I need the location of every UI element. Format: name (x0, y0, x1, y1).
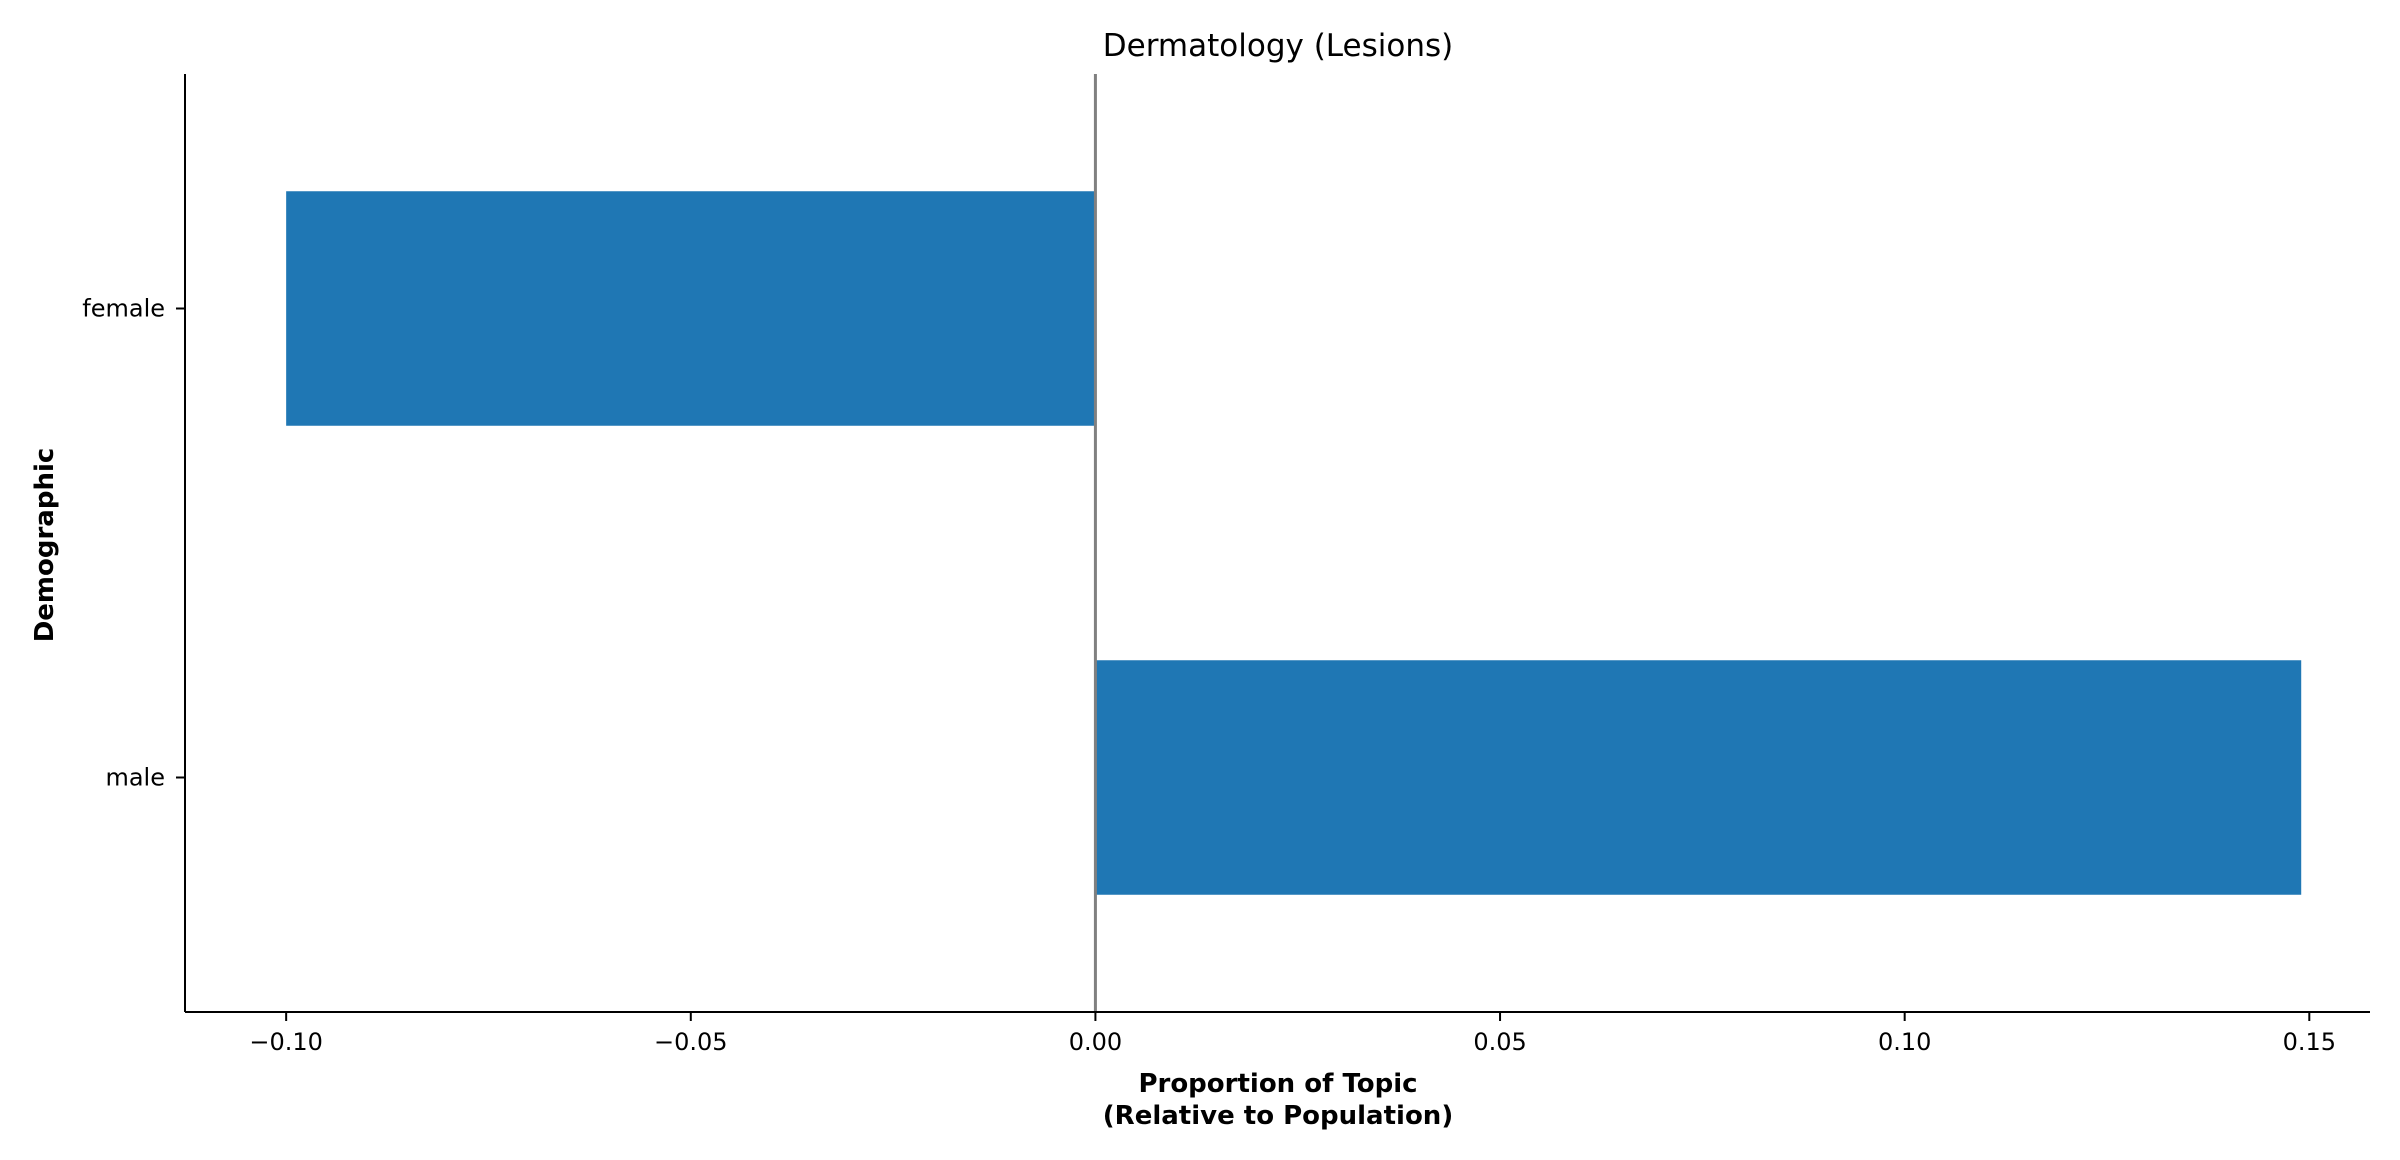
x-tick-label: 0.00 (1069, 1028, 1122, 1056)
bars (286, 191, 2302, 895)
y-axis-title: Demographic (30, 448, 60, 643)
x-ticks: −0.10 −0.05 0.00 0.05 0.10 0.15 (249, 1012, 2336, 1056)
x-tick-label: 0.10 (1878, 1028, 1931, 1056)
chart-title: Dermatology (Lesions) (1103, 28, 1453, 64)
bar-female (286, 191, 1096, 426)
x-tick-label: 0.15 (2283, 1028, 2336, 1056)
y-ticks: female male (82, 295, 185, 792)
x-tick-label: 0.05 (1473, 1028, 1526, 1056)
x-tick-label: −0.05 (654, 1028, 728, 1056)
y-tick-label-female: female (82, 295, 165, 323)
x-axis-title-line-2: (Relative to Population) (1103, 1101, 1453, 1131)
y-tick-label-male: male (105, 764, 165, 792)
x-tick-label: −0.10 (249, 1028, 323, 1056)
x-axis-title-line-1: Proportion of Topic (1138, 1069, 1417, 1099)
bar-male (1095, 660, 2302, 895)
